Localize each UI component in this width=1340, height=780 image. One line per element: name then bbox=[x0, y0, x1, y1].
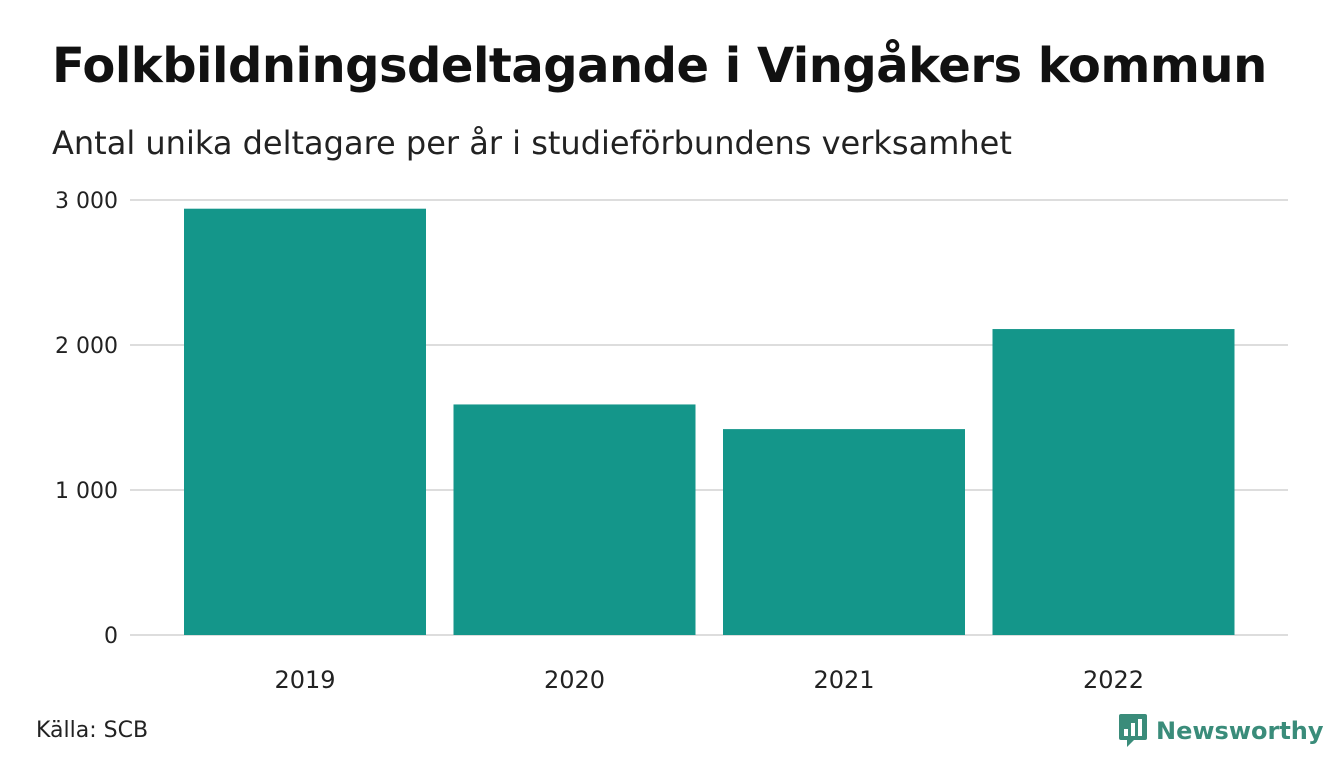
x-tick-label: 2022 bbox=[1083, 666, 1144, 694]
bar-2020 bbox=[453, 404, 696, 635]
x-tick-label: 2021 bbox=[813, 666, 874, 694]
y-tick-label: 1 000 bbox=[55, 479, 118, 504]
y-tick-labels: 0 1 000 2 000 3 000 bbox=[55, 189, 118, 649]
bars bbox=[184, 208, 1235, 635]
chart-subtitle: Antal unika deltagare per år i studieför… bbox=[52, 124, 1012, 162]
x-tick-label: 2019 bbox=[274, 666, 335, 694]
bar-2022 bbox=[992, 329, 1235, 635]
bar-2019 bbox=[184, 208, 426, 635]
x-tick-labels: 2019 2020 2021 2022 bbox=[274, 666, 1144, 694]
y-tick-label: 2 000 bbox=[55, 334, 118, 359]
y-tick-label: 3 000 bbox=[55, 189, 118, 214]
y-tick-label: 0 bbox=[104, 624, 118, 649]
chart-title: Folkbildningsdeltagande i Vingåkers komm… bbox=[52, 38, 1267, 94]
source-note: Källa: SCB bbox=[36, 718, 149, 743]
brand-logo: Newsworthy bbox=[1118, 712, 1324, 750]
brand-name: Newsworthy bbox=[1156, 717, 1324, 745]
x-tick-label: 2020 bbox=[544, 666, 605, 694]
newsworthy-logo-icon bbox=[1119, 714, 1147, 747]
bar-2021 bbox=[723, 429, 965, 635]
